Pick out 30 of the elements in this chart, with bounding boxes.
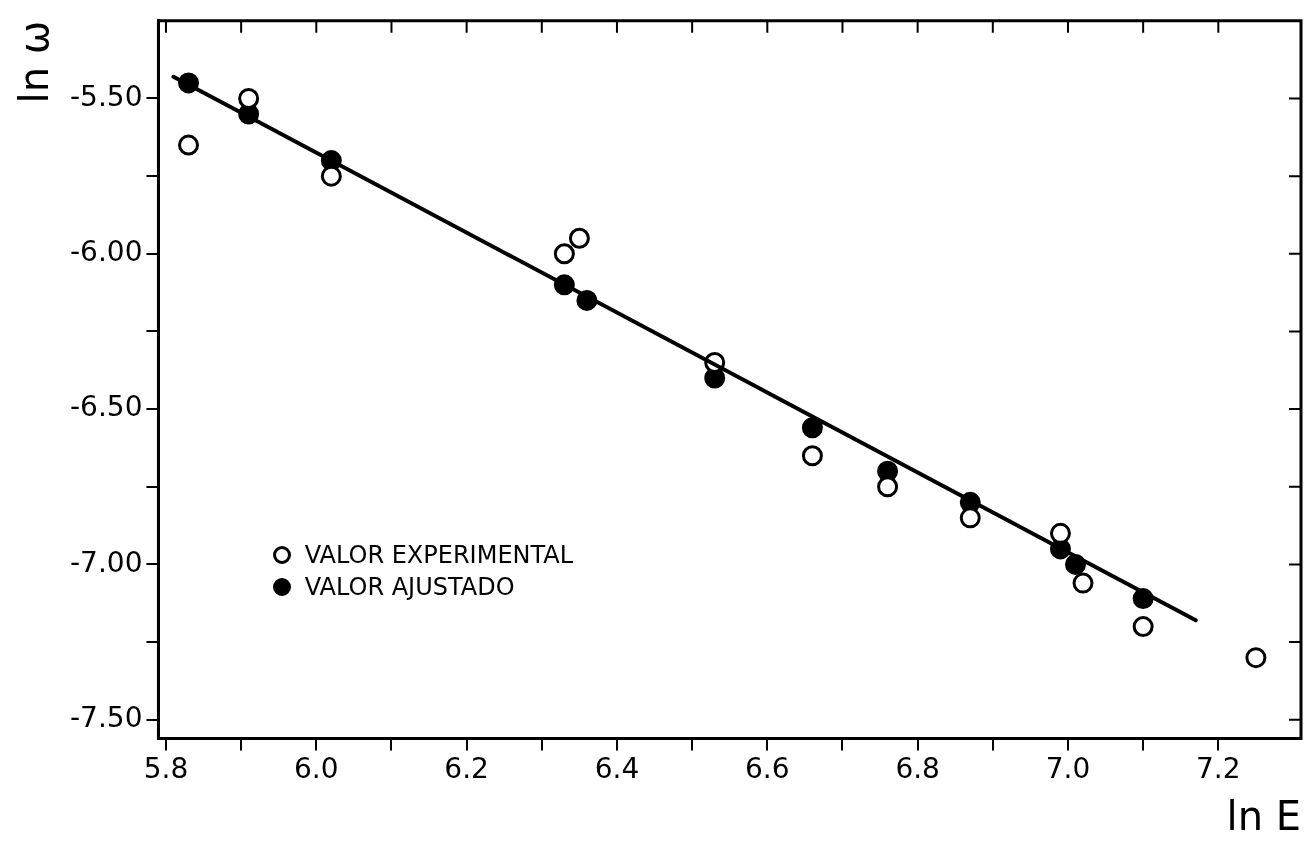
y-tick-label: -5.50 <box>69 79 143 113</box>
x-axis-title: ln E <box>1226 793 1301 840</box>
x-tick-label: 6.0 <box>294 752 339 786</box>
point <box>877 476 899 498</box>
point <box>801 417 823 439</box>
x-tick-label: 6.4 <box>594 752 640 786</box>
y-axis-title: ln ω <box>11 20 58 104</box>
x-tick-label: 7.0 <box>1045 752 1091 786</box>
x-tick-label: 5.8 <box>143 752 189 786</box>
point <box>959 507 981 529</box>
x-tick-label: 6.2 <box>444 752 489 786</box>
y-tick-label: -6.00 <box>69 235 143 269</box>
point <box>801 445 823 467</box>
x-tick-label: 6.8 <box>895 752 940 786</box>
point <box>1132 616 1154 638</box>
y-tick-label: -6.50 <box>69 390 143 424</box>
point <box>568 227 590 249</box>
point <box>320 165 342 187</box>
point <box>553 243 575 265</box>
x-tick-label: 6.6 <box>745 752 790 786</box>
x-tick-label: 7.2 <box>1196 752 1241 786</box>
point <box>1245 647 1267 669</box>
point <box>178 134 200 156</box>
point <box>1049 522 1071 544</box>
legend-label: VALOR EXPERIMENTAL <box>304 541 574 570</box>
y-tick-label: -7.00 <box>69 545 143 579</box>
y-tick-label: -7.50 <box>69 701 143 735</box>
legend-label: VALOR AJUSTADO <box>304 573 515 602</box>
point <box>1072 572 1094 594</box>
point <box>238 87 260 109</box>
